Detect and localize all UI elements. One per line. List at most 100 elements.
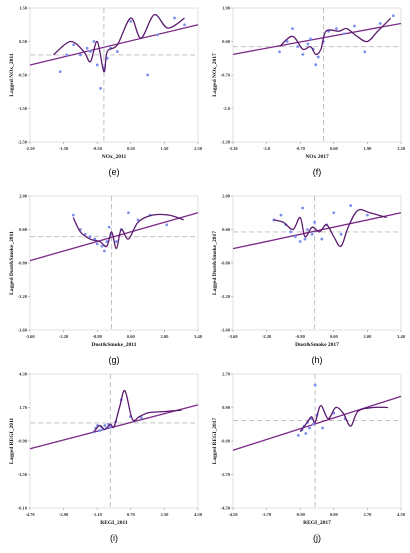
scatter-plot: 1.50 0.50 -0.50 -1.50 -2.50-2.50 -1.50 -0.50 0.… (9, 6, 203, 178)
data-point (115, 50, 119, 53)
smoothed-curve (279, 17, 392, 56)
data-point (115, 240, 118, 243)
data-point (320, 237, 324, 241)
plot-frame (232, 373, 402, 509)
y-tick-label: -2.20 (221, 294, 231, 299)
data-point (165, 223, 169, 227)
x-tick-label: -1.50 (59, 146, 69, 151)
x-axis-label: NOx_2011 (102, 154, 127, 160)
x-axis-label: Dust&Smoke 2017 (295, 342, 339, 348)
data-point (314, 63, 318, 67)
x-tick-label: 2.70 (363, 512, 372, 517)
x-tick-label: 2.50 (194, 146, 203, 151)
scatter-plot: 1.90 0.60 -0.70 -2.0 -3.30-3.30 -2.0 -0.70 0.60… (212, 6, 406, 178)
regression-line (29, 212, 199, 262)
y-tick-label: 0.60 (222, 39, 231, 44)
data-point (294, 235, 297, 239)
chart-panel-4: 2.00 0.60 -0.80 -2.20 -3.60 -3.60 -2.20 -0.80 0.… (207, 190, 407, 375)
smoothed-curve (299, 404, 388, 433)
y-tick-label: 4.30 (19, 372, 28, 377)
data-point (146, 73, 150, 77)
data-point (127, 211, 130, 215)
plot-frame (232, 195, 402, 331)
data-point (306, 42, 310, 46)
data-point (88, 235, 92, 239)
data-point (289, 230, 292, 234)
smoothed-curve (53, 14, 185, 73)
y-tick-label: 0.60 (222, 227, 231, 232)
y-tick-label: 2.00 (19, 194, 28, 199)
y-tick-label: 2.00 (222, 194, 231, 199)
data-point (296, 434, 300, 437)
data-point (339, 232, 343, 236)
y-tick-label: -2.70 (221, 472, 231, 477)
x-axis-label: REGI_2017 (303, 520, 331, 526)
x-tick-label: 0.70 (127, 512, 136, 517)
data-point (313, 383, 317, 387)
x-tick-label: -2.0 (263, 146, 271, 151)
data-point (334, 27, 338, 31)
x-tick-label: -2.50 (25, 146, 35, 151)
data-point (296, 45, 300, 49)
data-point (363, 50, 367, 54)
data-point (309, 37, 312, 41)
data-point (58, 70, 62, 74)
x-tick-label: 2.00 (363, 334, 372, 339)
data-point (173, 16, 176, 20)
data-point (298, 240, 302, 243)
y-tick-label: -0.80 (221, 261, 231, 266)
regression-line (29, 24, 199, 66)
x-tick-label: -2.20 (59, 334, 69, 339)
x-axis-label: NOx 2017 (305, 154, 329, 160)
data-point (391, 14, 395, 18)
data-point (107, 225, 111, 229)
data-point (97, 429, 101, 433)
y-tick-label: 0.50 (19, 39, 28, 44)
x-axis-label: REGI_2011 (100, 520, 128, 526)
x-tick-label: -3.60 (228, 334, 238, 339)
x-tick-label: -0.50 (93, 146, 103, 151)
y-tick-label: -2.50 (18, 140, 28, 145)
data-point (79, 53, 82, 57)
data-point (92, 40, 96, 43)
smoothed-curve (72, 213, 184, 250)
data-point (65, 53, 69, 57)
data-point (311, 422, 315, 426)
chart-panel-1: 1.50 0.50 -0.50 -1.50 -2.50 -2.50 -1.50 -0.50 0.… (4, 2, 204, 187)
y-tick-label: -3.60 (18, 328, 28, 333)
x-tick-label: 3.40 (397, 334, 406, 339)
data-point (321, 426, 324, 430)
panel-label: (g) (109, 355, 120, 365)
smoothed-curve (93, 390, 182, 433)
y-tick-label: 2.70 (222, 372, 231, 377)
data-point (303, 237, 307, 241)
data-point (105, 240, 109, 243)
y-axis-label: Lagged REGI_2011 (9, 418, 15, 465)
y-tick-label: -2.0 (223, 106, 231, 111)
data-point (353, 24, 356, 28)
x-tick-label: 2.50 (160, 512, 169, 517)
y-tick-label: -0.90 (221, 439, 231, 444)
data-point (85, 46, 89, 50)
data-point (310, 232, 314, 236)
x-tick-label: -0.80 (296, 334, 306, 339)
x-tick-label: 4.50 (397, 512, 406, 517)
y-tick-label: -6.10 (18, 506, 28, 511)
x-tick-label: -2.20 (262, 334, 272, 339)
x-tick-label: 0.50 (127, 146, 136, 151)
x-tick-label: 1.90 (363, 146, 372, 151)
panel-label: (j) (313, 533, 321, 543)
data-point (378, 22, 382, 25)
x-tick-label: -3.30 (228, 146, 238, 151)
chart-panel-2: 1.90 0.60 -0.70 -2.0 -3.30 -3.30 -2.0 -0.70 0.60… (207, 2, 407, 187)
smoothed-curve (273, 208, 387, 248)
y-tick-label: -4.50 (221, 506, 231, 511)
data-point (95, 242, 99, 246)
y-tick-label: 1.50 (19, 6, 28, 11)
x-tick-label: -4.50 (228, 512, 238, 517)
y-axis-label: Lagged REGI_2017 (212, 417, 218, 464)
x-tick-label: -1.10 (93, 512, 103, 517)
y-tick-label: -1.50 (18, 106, 28, 111)
data-point (306, 228, 309, 231)
data-point (308, 426, 311, 430)
